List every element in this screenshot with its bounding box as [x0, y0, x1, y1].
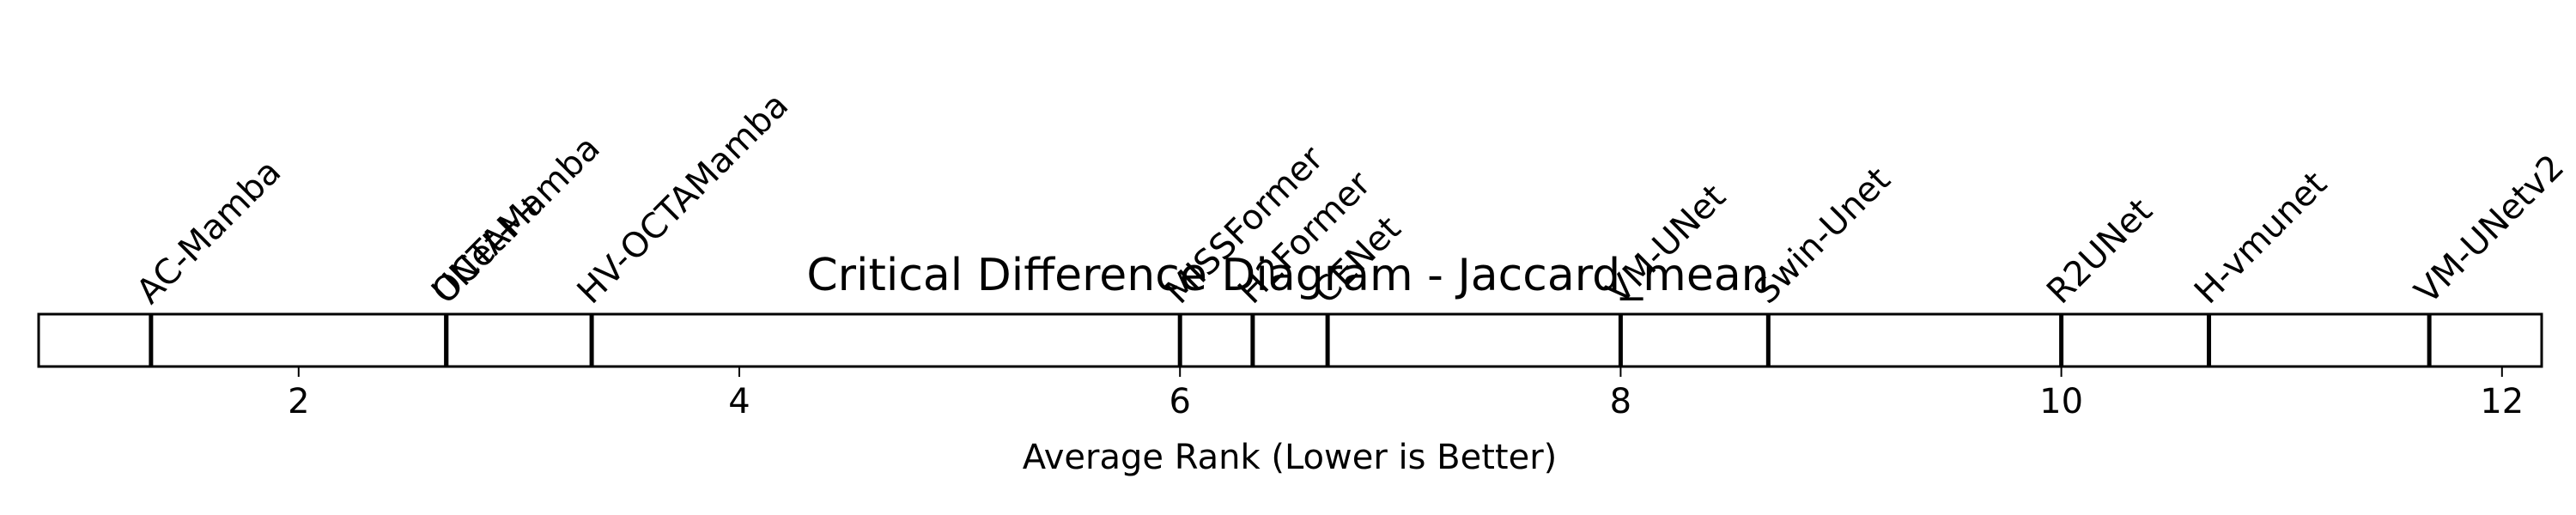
x-axis-label: Average Rank (Lower is Better) [1023, 438, 1558, 477]
rank-markers [149, 314, 2432, 367]
axis-frame [37, 312, 2543, 368]
x-tick-label: 2 [288, 382, 309, 421]
x-tick-label: 12 [2480, 382, 2524, 421]
method-label: UNet++ [424, 183, 553, 312]
method-label: AC-Mamba [129, 152, 289, 312]
x-tick-label: 8 [1610, 382, 1631, 421]
x-tick-label: 6 [1169, 382, 1190, 421]
x-axis-ticks: 2 4 6 8 10 12 [288, 367, 2524, 421]
x-tick-label: 10 [2039, 382, 2083, 421]
method-label: H-vmunet [2187, 164, 2335, 312]
x-tick-label: 4 [728, 382, 750, 421]
method-label: HV-OCTAMamba [570, 86, 796, 312]
method-label: R2UNet [2039, 191, 2160, 312]
method-label: VM-UNetv2 [2408, 148, 2573, 312]
chart-title: Critical Difference Diagram - Jaccard_me… [806, 250, 1769, 301]
